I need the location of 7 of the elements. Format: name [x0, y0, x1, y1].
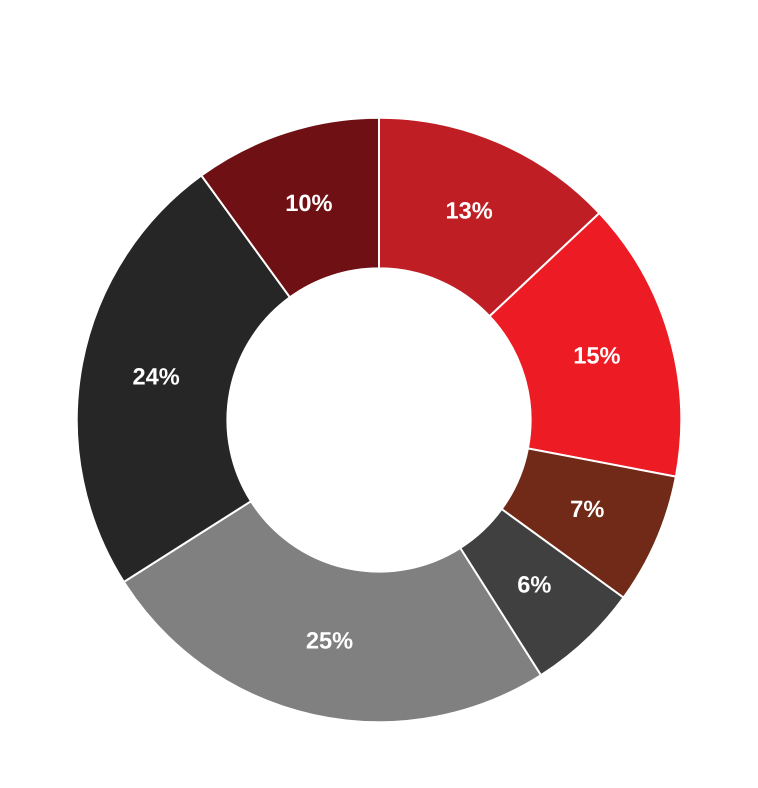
data-label: 24% — [132, 364, 180, 390]
data-label: 25% — [306, 628, 354, 654]
data-label: 10% — [285, 191, 333, 218]
data-label: 13% — [445, 198, 493, 225]
data-label: 15% — [573, 344, 621, 370]
data-label: 7% — [570, 497, 604, 524]
data-label: 6% — [517, 572, 552, 598]
